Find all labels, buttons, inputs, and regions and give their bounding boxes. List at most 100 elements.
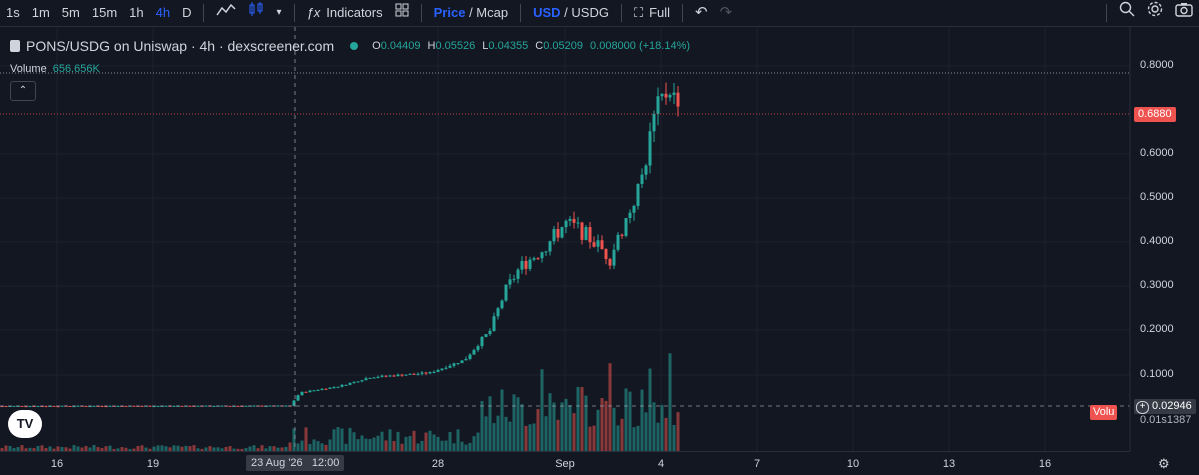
volume-bar	[32, 448, 36, 451]
low-key: L	[482, 40, 489, 52]
volume-bar	[216, 447, 220, 451]
volume-bar	[348, 427, 352, 451]
candle-body	[444, 367, 448, 369]
volume-bar	[116, 448, 120, 451]
chart-type-candles-icon[interactable]	[242, 0, 270, 26]
time-axis[interactable]: 16 19 28 Sep 4 7 10 13 16 23 Aug '26 12:00 ⚙	[0, 451, 1170, 475]
candle-body	[148, 405, 152, 407]
volume-bar	[524, 425, 528, 451]
last-price-tag: 0.6880	[1134, 107, 1176, 122]
candle-body	[572, 218, 576, 223]
interval-1s[interactable]: 1s	[6, 5, 20, 20]
interval-5m[interactable]: 5m	[61, 5, 80, 20]
volume-bar	[444, 440, 448, 451]
volume-bar	[652, 402, 656, 451]
candle-body	[536, 258, 540, 260]
undo-icon[interactable]: ↶	[695, 4, 708, 21]
volume-bar	[504, 416, 508, 451]
gear-icon[interactable]	[1141, 0, 1169, 26]
volume-bar	[512, 394, 516, 451]
candle-body	[108, 405, 112, 407]
volume-bar	[448, 431, 452, 451]
tradingview-logo[interactable]: TV	[8, 410, 42, 438]
mcap-option: Mcap	[476, 5, 509, 20]
volume-bar	[96, 447, 100, 451]
layout-grid-icon[interactable]	[389, 0, 415, 26]
candle-body	[424, 372, 428, 374]
volume-bar	[476, 432, 480, 451]
volume-bar	[260, 445, 264, 451]
volume-bar	[332, 429, 336, 451]
volume-bar	[424, 432, 428, 451]
candle-body	[580, 222, 584, 240]
interval-4h[interactable]: 4h	[155, 5, 171, 20]
camera-icon[interactable]	[1169, 0, 1199, 26]
candle-body	[480, 336, 484, 347]
interval-D[interactable]: D	[182, 5, 192, 20]
candle-body	[504, 284, 508, 301]
divider	[203, 4, 205, 22]
candle-body	[372, 377, 376, 379]
volume-bar	[480, 401, 484, 451]
volume-bar	[68, 448, 72, 451]
indicators-button[interactable]: ƒx Indicators	[301, 0, 389, 26]
volume-bar	[364, 438, 368, 451]
volume-bar	[0, 448, 4, 451]
price-tick-label: 0.2000	[1140, 323, 1174, 335]
usd-option: USD	[533, 5, 561, 20]
price-mcap-toggle[interactable]: Price / Mcap	[428, 0, 514, 26]
candle-body	[352, 381, 356, 383]
volume-bar	[176, 445, 180, 451]
candle-body	[468, 354, 472, 359]
volume-bar	[588, 426, 592, 451]
interval-1h[interactable]: 1h	[129, 5, 144, 20]
interval-1m[interactable]: 1m	[31, 5, 50, 20]
candle-body	[156, 405, 160, 407]
candle-body	[520, 260, 524, 270]
price-tick-label: 0.8000	[1140, 59, 1174, 71]
time-tick-label: 28	[431, 458, 445, 470]
volume-legend: Volume 656.656K	[10, 63, 100, 75]
candle-body	[612, 249, 616, 266]
volume-bar	[556, 419, 560, 451]
volume-bar	[196, 448, 200, 451]
volume-bar	[452, 443, 456, 451]
symbol-title: PONS/USDG on Uniswap · 4h · dexscreener.…	[26, 38, 335, 54]
candle-body	[360, 380, 364, 382]
interval-15m[interactable]: 15m	[91, 5, 118, 20]
price-chart[interactable]	[0, 27, 1199, 451]
candle-body	[12, 405, 16, 407]
candle-body	[496, 308, 500, 317]
currency-toggle[interactable]: USD / USDG	[527, 0, 615, 26]
candle-body	[252, 405, 256, 407]
volume-bar	[264, 448, 268, 451]
volume-bar	[400, 443, 404, 451]
candle-body	[428, 372, 432, 374]
high-value: 0.05526	[435, 40, 476, 52]
volume-bar	[632, 427, 636, 451]
redo-icon[interactable]: ↷	[719, 4, 733, 21]
price-tick-label: 0.3000	[1140, 279, 1174, 291]
candle-body	[16, 405, 20, 407]
volume-bar	[384, 440, 388, 451]
volume-bar	[396, 431, 400, 451]
candle-body	[592, 242, 596, 247]
candle-body	[604, 249, 608, 260]
settings-gear-icon[interactable]: ⚙	[1158, 456, 1170, 471]
candle-body	[616, 234, 620, 250]
symbol-logo-icon	[10, 40, 20, 52]
volume-bar	[140, 445, 144, 451]
candle-body	[228, 405, 232, 407]
chevron-down-icon[interactable]: ▾	[276, 7, 282, 18]
volume-bar	[516, 397, 520, 451]
candle-body	[484, 334, 488, 337]
collapse-legend-button[interactable]: ⌃	[10, 81, 36, 101]
volume-bar	[620, 418, 624, 451]
fullscreen-button[interactable]: ⛶ Full	[628, 0, 676, 26]
volume-bar	[584, 395, 588, 451]
quick-search-icon[interactable]	[1113, 0, 1141, 26]
toolbar-right	[1100, 0, 1199, 26]
candle-body	[436, 370, 440, 372]
chart-type-line-icon[interactable]	[210, 0, 242, 26]
candle-body	[140, 405, 144, 407]
